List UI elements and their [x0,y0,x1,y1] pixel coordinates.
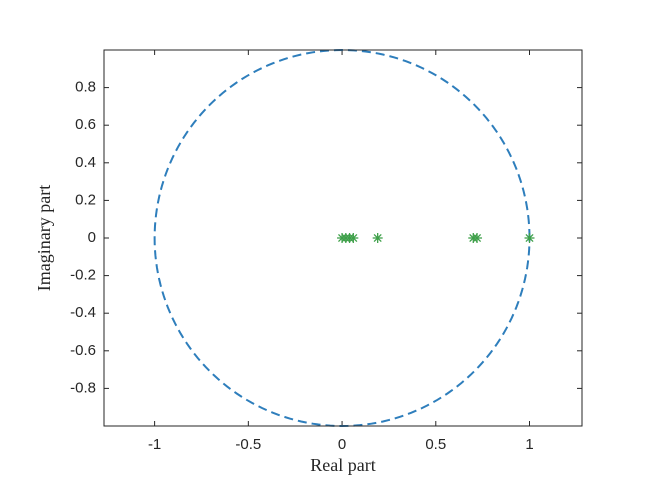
y-tick-label: -0.8 [70,379,96,396]
data-point [524,233,535,243]
y-tick-label: 0.8 [75,79,96,96]
y-tick-label: 0.6 [75,116,96,133]
data-point [348,233,359,243]
y-tick-label: -0.2 [70,267,96,284]
x-tick-label: 0.5 [425,436,446,453]
x-tick-label: -0.5 [235,436,261,453]
y-tick-label: 0.2 [75,191,96,208]
data-point [372,233,383,243]
marker-stroke [373,233,382,243]
unit-circle [153,48,531,428]
marker-stroke [349,233,358,243]
marker-stroke [525,233,534,243]
axes-box [103,49,583,427]
y-axis-label: Imaginary part [34,185,54,291]
x-tick-label: 0 [338,436,346,453]
x-tick-label: 1 [525,436,533,453]
x-axis-label: Real part [310,455,375,475]
y-tick-label: -0.6 [70,342,96,359]
data-point [472,233,483,243]
marker-stroke [472,233,482,243]
x-tick-label: -1 [148,436,161,453]
y-tick-label: 0.4 [75,154,96,171]
y-tick-label: -0.4 [70,304,96,321]
y-tick-label: 0 [88,229,96,246]
